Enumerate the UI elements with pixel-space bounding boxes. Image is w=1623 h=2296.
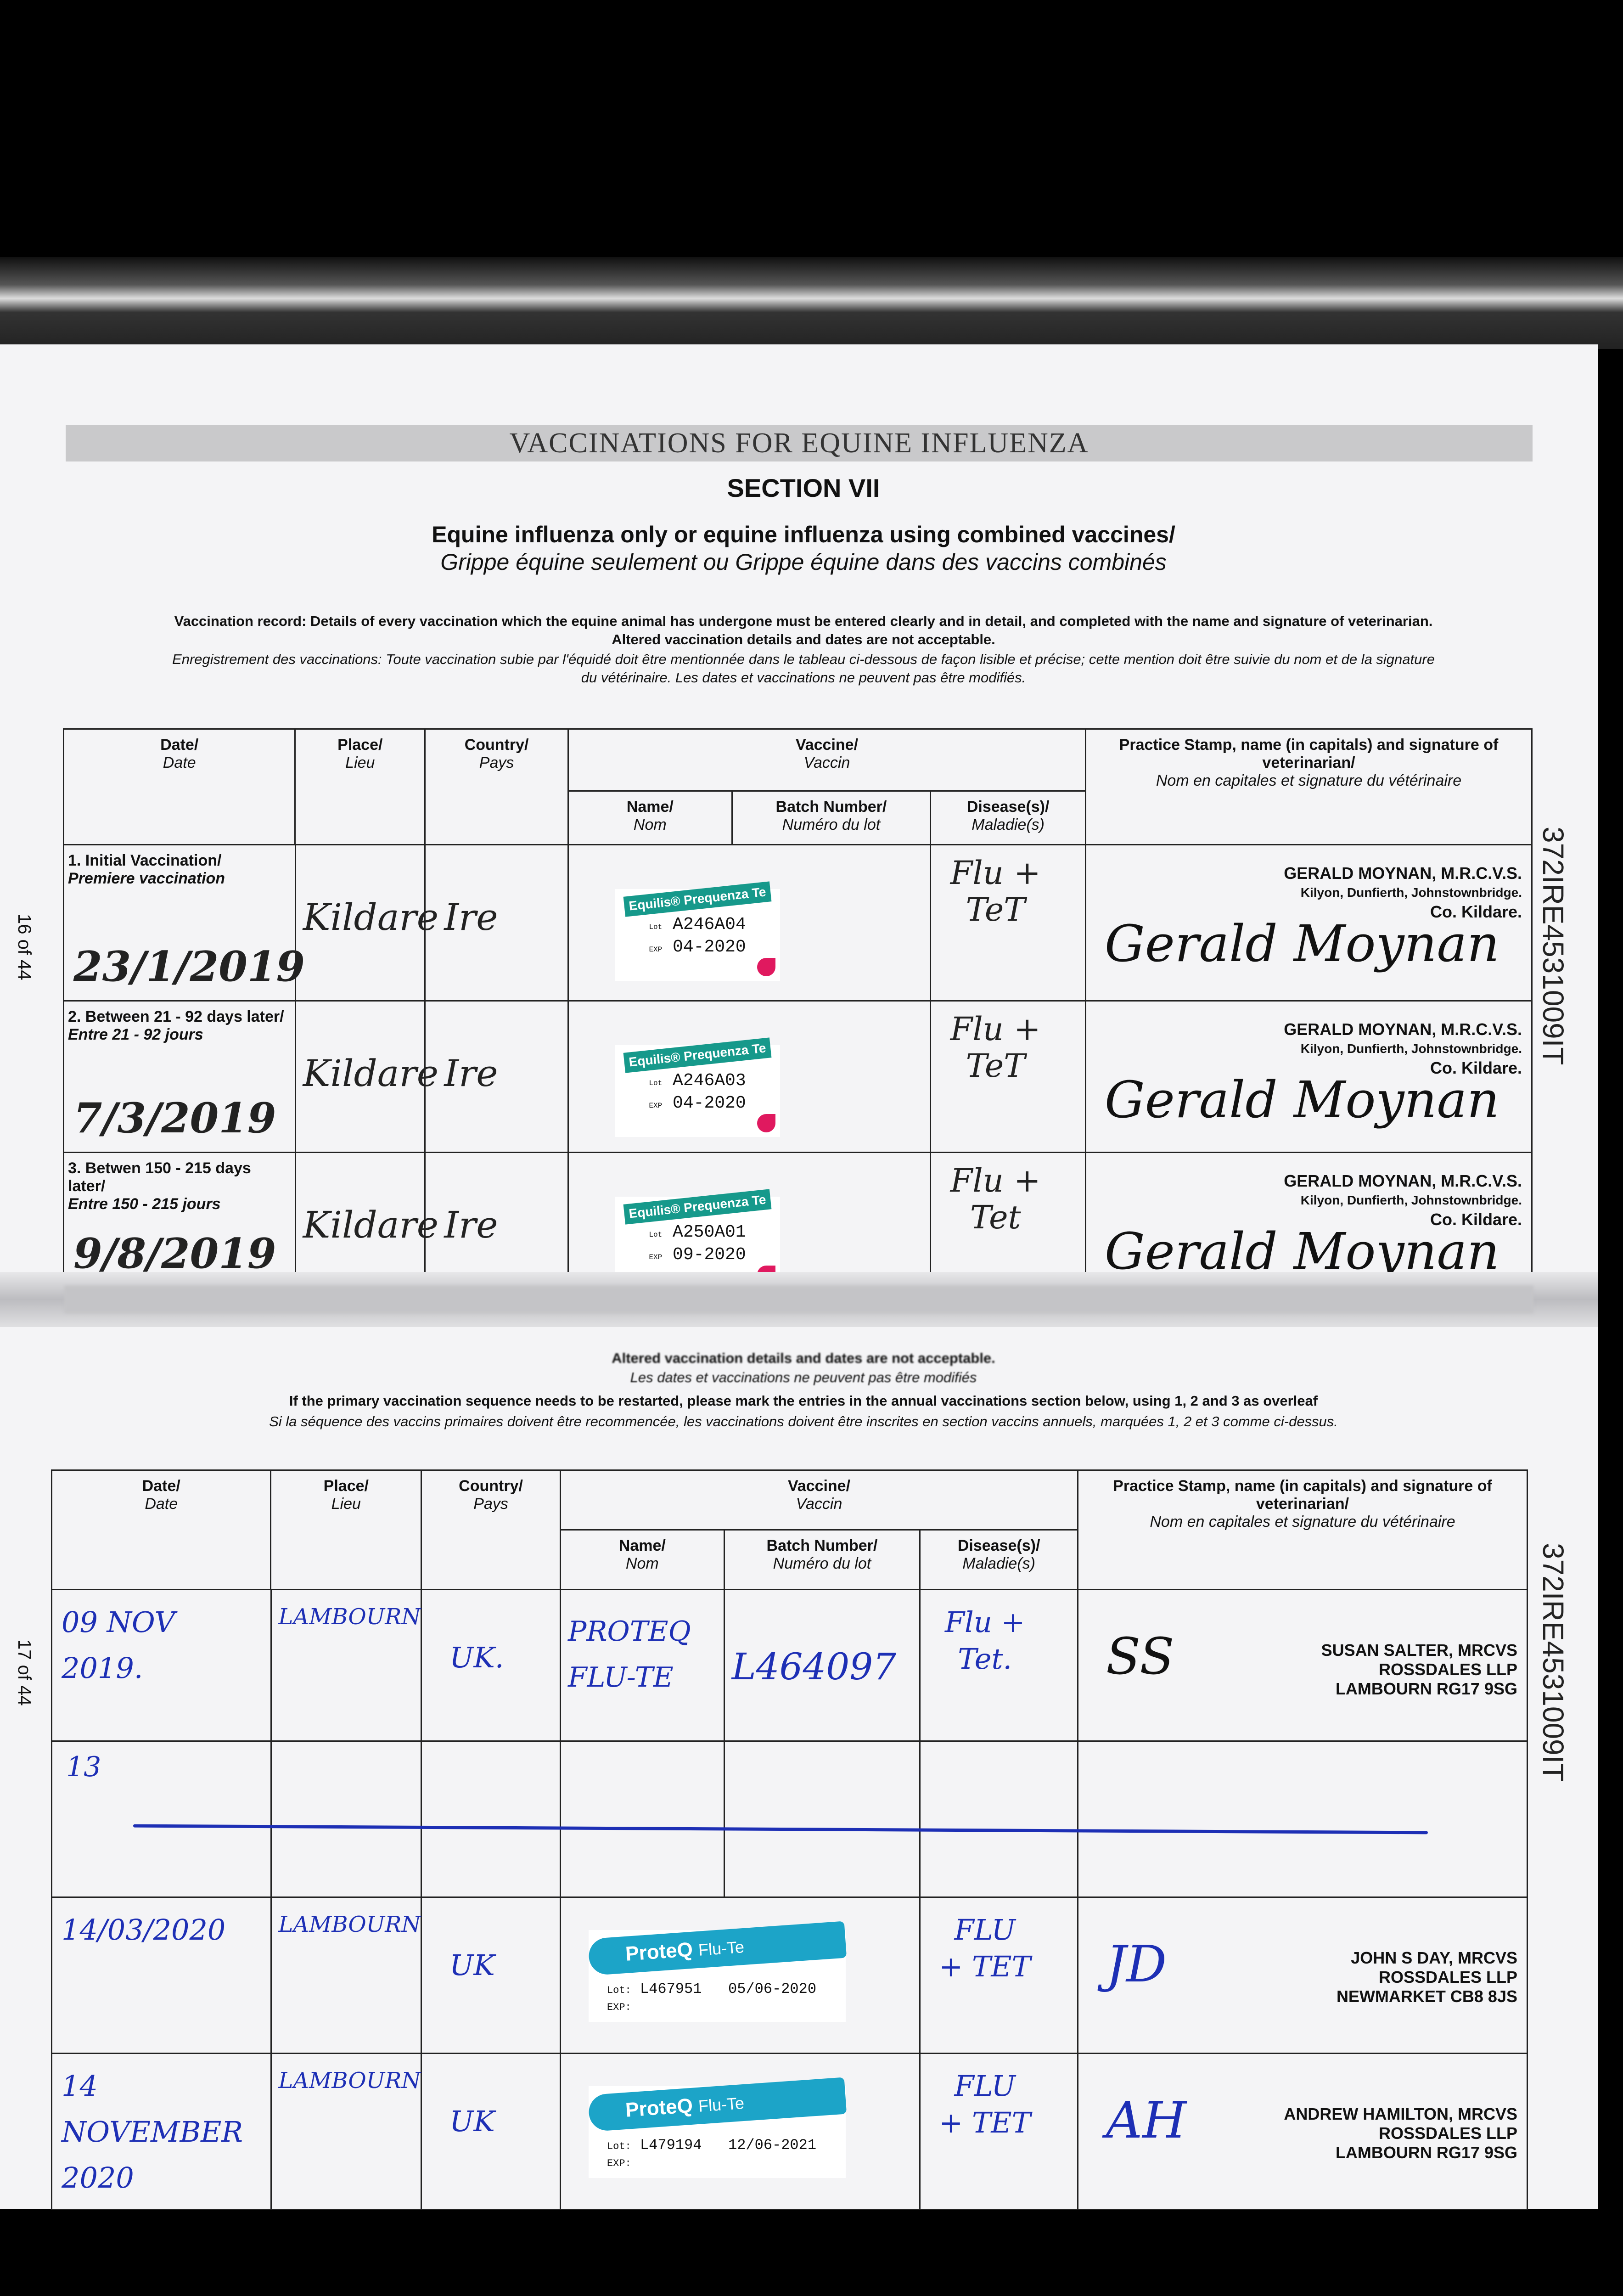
passport-id-top: 372IRE4531009IT <box>1537 827 1570 1065</box>
note-en-1: Vaccination record: Details of every vac… <box>174 613 1433 629</box>
header-name: Name/Nom <box>567 790 733 845</box>
vaccine-sticker: Equilis® Prequenza Te Lot A250A01 EXP 09-2… <box>615 1189 781 1289</box>
row-label: 2. Between 21 - 92 days later/ <box>68 1008 284 1025</box>
vet-signature: AH <box>1106 2091 1187 2150</box>
place-handwritten: Kildare <box>303 1204 439 1246</box>
restart-note-fr: Si la séquence des vaccins primaires doi… <box>269 1413 1338 1429</box>
vet-stamp: GERALD MOYNAN, M.R.C.V.S. Kilyon, Dunfier… <box>1284 1171 1522 1229</box>
date-handwritten: 14/03/2020 <box>62 1913 226 1947</box>
place-handwritten: Kildare <box>303 896 439 939</box>
book-edge <box>0 257 1623 349</box>
lot-number: A246A03 <box>673 1071 746 1091</box>
restart-note-en: If the primary vaccination sequence need… <box>289 1393 1318 1409</box>
vet-signature: Gerald Moynan <box>1104 1070 1499 1129</box>
subtitle-fr: Grippe équine seulement ou Grippe équine… <box>440 549 1167 575</box>
place-handwritten: LAMBOURN <box>278 1604 421 1630</box>
expiry: 04-2020 <box>673 937 746 957</box>
header-vaccine: Vaccine/Vaccin <box>567 728 1087 792</box>
primary-vaccination-table: Date/Date Place/Lieu Country/Pays Vaccin… <box>62 728 1533 845</box>
sticker-mark <box>757 1114 776 1132</box>
vet-stamp: ANDREW HAMILTON, MRCVS ROSSDALES LLP LAMBO… <box>1284 2105 1517 2162</box>
vet-stamp: JOHN S DAY, MRCVS ROSSDALES LLP NEWMARKET … <box>1336 1948 1517 2006</box>
country-handwritten: Ire <box>444 896 498 939</box>
country-handwritten: UK. <box>449 1641 504 1674</box>
annual-row: 14/03/2020 LAMBOURN UK ProteQ Flu-Te Lot:… <box>51 1896 1528 2054</box>
annual-row: 14 NOVEMBER 2020 LAMBOURN UK ProteQ Flu-… <box>51 2053 1528 2210</box>
disease-handwritten: FLU + TET <box>939 2069 1031 2139</box>
date-handwritten: 09 NOV 2019. <box>62 1605 175 1685</box>
row-label: 3. Betwen 150 - 215 days later/ <box>68 1159 251 1195</box>
batch-handwritten: L464097 <box>731 1645 897 1688</box>
date-handwritten: 14 NOVEMBER 2020 <box>62 2069 243 2195</box>
section-banner: VACCINATIONS FOR EQUINE INFLUENZA <box>66 425 1533 461</box>
vet-stamp: GERALD MOYNAN, M.R.C.V.S. Kilyon, Dunfier… <box>1284 864 1522 921</box>
date-handwritten: 23/1/2019 <box>73 942 305 991</box>
annual-vaccination-table: Date/Date Place/Lieu Country/Pays Vaccin… <box>51 1469 1528 1590</box>
place-handwritten: Kildare <box>303 1052 439 1095</box>
section-title: SECTION VII <box>727 473 880 502</box>
date-handwritten: 7/3/2019 <box>73 1094 276 1142</box>
note-fr-2: du vétérinaire. Les dates et vaccination… <box>581 670 1026 686</box>
blurred-banner <box>64 1286 1533 1313</box>
vet-signature: Gerald Moynan <box>1104 914 1499 973</box>
passport-id-bottom: 372IRE4531009IT <box>1537 1543 1570 1782</box>
vaccine-sticker: ProteQ Flu-Te Lot: L479194 12/06-2021 EXP… <box>587 2077 847 2178</box>
sticker-mark <box>757 958 776 976</box>
note-en-2: Altered vaccination details and dates ar… <box>612 631 995 647</box>
primary-row: 2. Between 21 - 92 days later/Entre 21 -… <box>63 1000 1533 1153</box>
vet-signature: Gerald Moynan <box>1104 1222 1499 1281</box>
place-handwritten: LAMBOURN <box>278 1912 421 1937</box>
expiry: 09-2020 <box>673 1245 746 1265</box>
annual-row: 13 <box>51 1740 1528 1898</box>
vaccine-name-handwritten: PROTEQ FLU-TE <box>567 1615 691 1694</box>
middle-note-fr: Les dates et vaccinations ne peuvent pas… <box>630 1369 977 1385</box>
disease-handwritten: Flu + Tet <box>950 1162 1041 1236</box>
disease-handwritten: Flu + TeT <box>950 854 1041 929</box>
subtitle-en: Equine influenza only or equine influenz… <box>432 522 1175 547</box>
vaccine-sticker: Equilis® Prequenza Te Lot A246A04 EXP 04-2… <box>615 881 781 981</box>
lot-number: A246A04 <box>673 915 746 934</box>
annual-row: 09 NOV 2019. LAMBOURN UK. PROTEQ FLU-TE L… <box>51 1589 1528 1742</box>
lot-number: A250A01 <box>673 1222 746 1242</box>
page-number-16: 16 of 44 <box>14 914 34 980</box>
expiry: 05/06-2020 <box>728 1981 817 1998</box>
disease-handwritten: FLU + TET <box>939 1913 1031 1983</box>
lot-number: L467951 <box>640 1981 702 1998</box>
struck-entry-mark: 13 <box>66 1751 101 1783</box>
country-handwritten: UK <box>449 1948 495 1982</box>
vaccine-sticker: ProteQ Flu-Te Lot: L467951 05/06-2020 EXP… <box>587 1921 847 2022</box>
date-handwritten: 9/8/2019 <box>73 1229 276 1278</box>
place-handwritten: LAMBOURN <box>278 2068 421 2093</box>
disease-handwritten: Flu + TeT <box>950 1010 1041 1085</box>
expiry: 12/06-2021 <box>728 2137 817 2154</box>
lot-number: L479194 <box>640 2137 702 2154</box>
vet-signature: SS <box>1106 1627 1174 1686</box>
header-place: Place/Lieu <box>294 728 426 845</box>
expiry: 04-2020 <box>673 1093 746 1113</box>
primary-row: 3. Betwen 150 - 215 days later/Entre 150… <box>63 1152 1533 1289</box>
header-disease: Disease(s)/Maladie(s) <box>930 790 1087 845</box>
middle-note-en: Altered vaccination details and dates ar… <box>612 1350 995 1366</box>
vet-stamp: SUSAN SALTER, MRCVS ROSSDALES LLP LAMBOURN… <box>1321 1641 1517 1698</box>
primary-row: 1. Initial Vaccination/Premiere vaccinat… <box>63 844 1533 1002</box>
header-stamp: Practice Stamp, name (in capitals) and s… <box>1085 728 1533 845</box>
disease-handwritten: Flu + Tet. <box>944 1605 1025 1676</box>
header-date: Date/Date <box>62 728 296 845</box>
header-batch: Batch Number/Numéro du lot <box>731 790 932 845</box>
vet-signature: JD <box>1106 1935 1167 1993</box>
vet-stamp: GERALD MOYNAN, M.R.C.V.S. Kilyon, Dunfier… <box>1284 1020 1522 1077</box>
vaccine-sticker: Equilis® Prequenza Te Lot A246A03 EXP 04-2… <box>615 1037 781 1137</box>
country-handwritten: Ire <box>444 1052 498 1095</box>
page-number-17: 17 of 44 <box>14 1639 34 1706</box>
country-handwritten: UK <box>449 2105 495 2138</box>
country-handwritten: Ire <box>444 1204 498 1246</box>
header-country: Country/Pays <box>424 728 569 845</box>
note-fr-1: Enregistrement des vaccinations: Toute v… <box>172 651 1435 667</box>
row-label: 1. Initial Vaccination/ <box>68 852 222 869</box>
